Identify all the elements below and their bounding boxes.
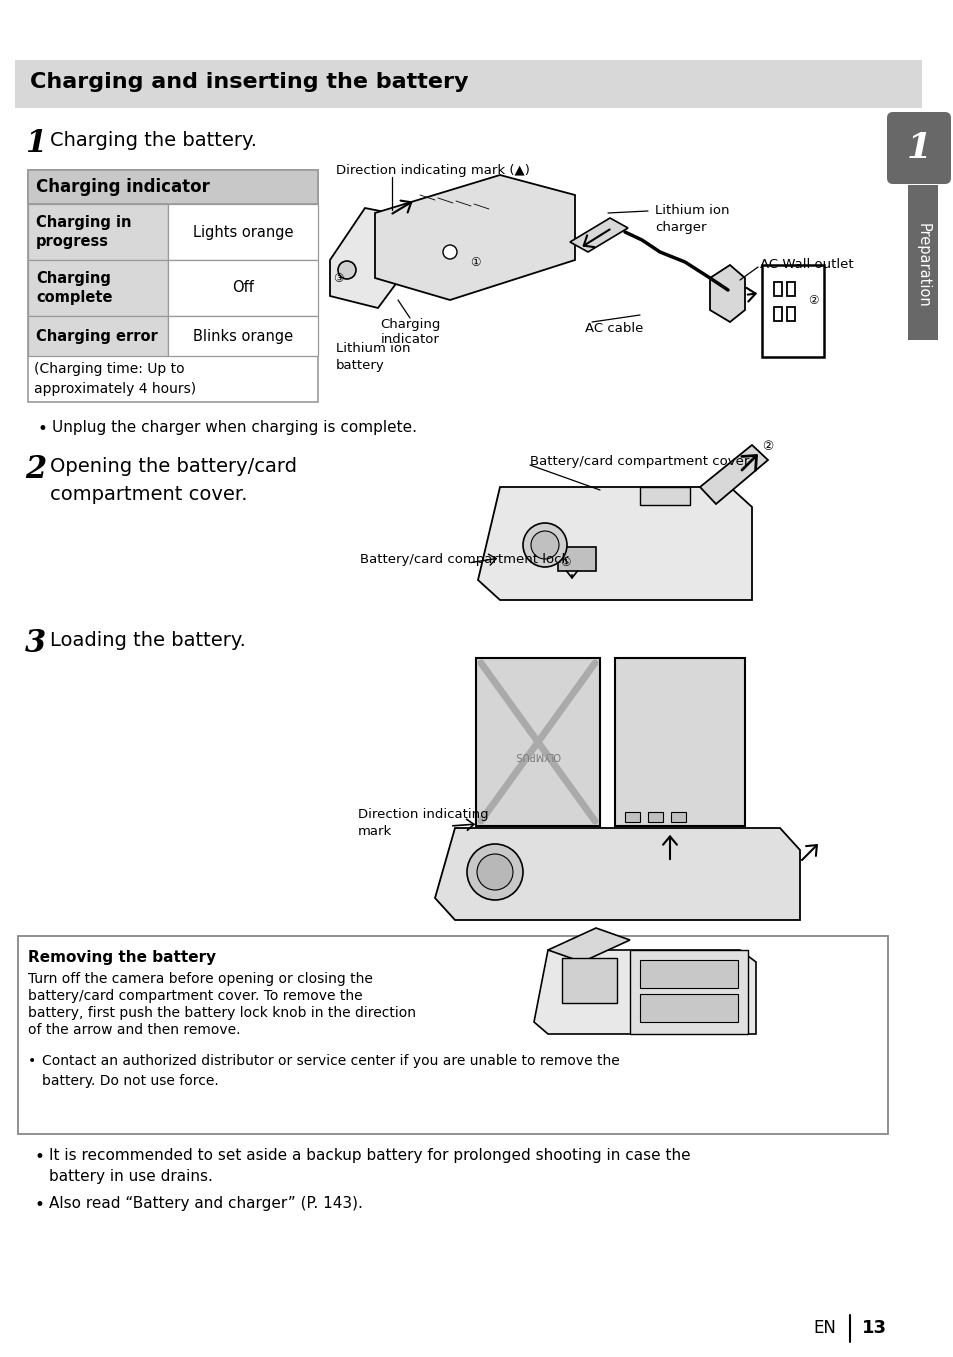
Bar [639,487,689,505]
Text: OLYMPUS: OLYMPUS [515,750,560,760]
Bar [639,993,738,1022]
Text: EN: EN [812,1319,835,1337]
Bar [907,185,937,341]
Text: Charging and inserting the battery: Charging and inserting the battery [30,72,468,92]
Text: Off: Off [232,281,253,296]
Text: It is recommended to set aside a backup battery for prolonged shooting in case t: It is recommended to set aside a backup … [49,1148,690,1185]
Text: Preparation: Preparation [915,223,929,308]
Polygon shape [476,658,599,826]
Polygon shape [435,828,800,920]
Text: 3: 3 [25,628,46,660]
Bar [15,60,921,109]
Text: Lithium ion
battery: Lithium ion battery [335,342,410,372]
Text: 1: 1 [905,132,930,166]
Bar [28,204,168,261]
Bar [647,811,662,822]
Bar [558,547,596,571]
Bar [639,959,738,988]
Text: Removing the battery: Removing the battery [28,950,216,965]
Text: 2: 2 [25,455,46,484]
Text: ①: ① [469,255,479,269]
Circle shape [531,531,558,559]
Bar [561,958,617,1003]
Bar [773,307,781,322]
Bar [168,261,317,316]
Bar [786,307,794,322]
Text: Turn off the camera before opening or closing the: Turn off the camera before opening or cl… [28,972,373,987]
Text: Opening the battery/card
compartment cover.: Opening the battery/card compartment cov… [50,457,296,503]
Bar [786,282,794,296]
Bar [168,204,317,261]
Polygon shape [615,658,744,826]
Bar [28,170,317,204]
Text: •: • [38,421,48,438]
Polygon shape [547,928,629,962]
Bar [28,261,168,316]
Text: Lithium ion
charger: Lithium ion charger [655,204,729,233]
Text: 1: 1 [25,128,46,159]
Text: Battery/card compartment lock: Battery/card compartment lock [359,554,569,566]
Text: ②: ② [807,293,818,307]
Bar [28,316,168,356]
Text: Direction indicating
mark: Direction indicating mark [357,807,488,839]
Text: AC cable: AC cable [584,322,642,335]
Bar [670,811,685,822]
Text: Blinks orange: Blinks orange [193,328,293,343]
Circle shape [522,522,566,567]
Polygon shape [569,218,627,252]
Text: Also read “Battery and charger” (P. 143).: Also read “Battery and charger” (P. 143)… [49,1196,362,1210]
Text: Charging indicator: Charging indicator [36,178,210,195]
Circle shape [442,246,456,259]
Text: •: • [35,1148,45,1166]
Bar [624,811,639,822]
Text: •: • [35,1196,45,1215]
Text: Loading the battery.: Loading the battery. [50,631,246,650]
Text: ②: ② [761,440,773,452]
Text: •: • [28,1054,36,1068]
Polygon shape [534,950,755,1034]
Text: ①: ① [559,556,570,570]
Text: Charging the battery.: Charging the battery. [50,132,256,151]
Text: Charging
indicator: Charging indicator [379,318,439,346]
Text: battery/card compartment cover. To remove the: battery/card compartment cover. To remov… [28,989,362,1003]
Text: Charging
complete: Charging complete [36,270,112,305]
Bar [629,950,747,1034]
Bar [773,282,781,296]
Circle shape [337,261,355,280]
Polygon shape [330,208,415,308]
Text: (Charging time: Up to
approximately 4 hours): (Charging time: Up to approximately 4 ho… [34,362,196,395]
Text: Battery/card compartment cover: Battery/card compartment cover [530,455,749,468]
Text: Contact an authorized distributor or service center if you are unable to remove : Contact an authorized distributor or ser… [42,1054,619,1087]
Polygon shape [375,175,575,300]
Circle shape [476,854,513,890]
FancyBboxPatch shape [886,113,950,185]
Text: Lights orange: Lights orange [193,224,293,239]
Bar [168,316,317,356]
Polygon shape [700,445,767,503]
Bar [28,170,317,402]
Circle shape [467,844,522,900]
Bar [761,265,823,357]
Text: 13: 13 [862,1319,886,1337]
Text: AC Wall outlet: AC Wall outlet [760,258,853,271]
Text: battery, first push the battery lock knob in the direction: battery, first push the battery lock kno… [28,1006,416,1020]
Text: Direction indicating mark (▲): Direction indicating mark (▲) [335,164,529,176]
Polygon shape [477,487,751,600]
Text: Charging error: Charging error [36,328,157,343]
Bar [18,936,887,1134]
Text: Unplug the charger when charging is complete.: Unplug the charger when charging is comp… [52,421,416,436]
Text: ③: ③ [333,271,343,285]
Text: Charging in
progress: Charging in progress [36,214,132,250]
Text: of the arrow and then remove.: of the arrow and then remove. [28,1023,240,1037]
Polygon shape [709,265,744,322]
